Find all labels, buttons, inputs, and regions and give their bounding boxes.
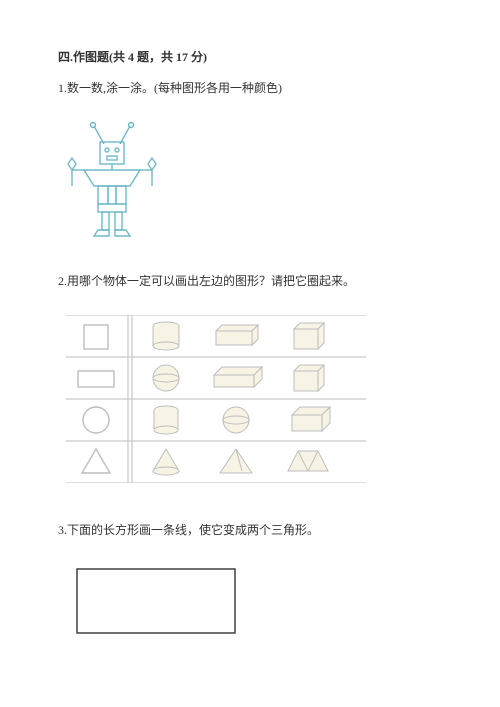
question-1: 1.数一数,涂一涂。(每种图形各用一种颜色) [58,79,442,96]
question-3: 3.下面的长方形画一条线，使它变成两个三角形。 [58,521,442,538]
robot-figure [58,120,166,238]
shapes-table [66,315,366,483]
section-title: 四.作图题(共 4 题，共 17 分) [58,48,442,65]
rectangle-figure [76,568,236,634]
question-2: 2.用哪个物体一定可以画出左边的图形？请把它圈起来。 [58,272,442,289]
